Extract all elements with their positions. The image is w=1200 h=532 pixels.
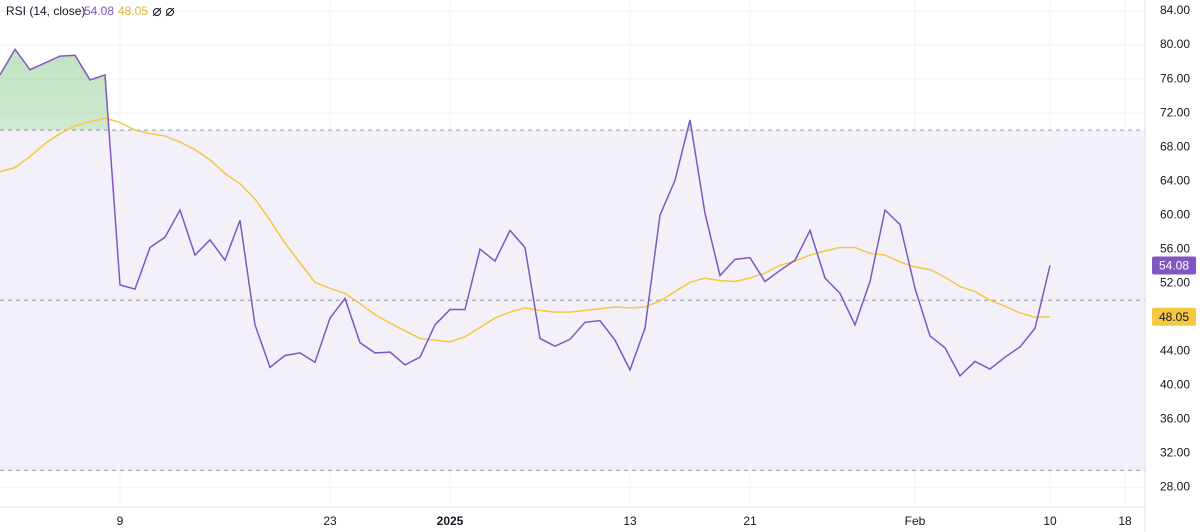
y-tick-label: 32.00 [1160, 445, 1190, 459]
y-tick-label: 52.00 [1160, 275, 1190, 289]
last-value-label: 54.08 [1159, 259, 1189, 273]
x-tick-label: Feb [905, 514, 926, 528]
y-tick-label: 72.00 [1160, 105, 1190, 119]
legend-title: RSI (14, close) [6, 4, 85, 18]
last-value-label: 48.05 [1159, 310, 1189, 324]
y-tick-label: 44.00 [1160, 343, 1190, 357]
legend-value: 48.05 [118, 4, 148, 18]
y-tick-label: 80.00 [1160, 37, 1190, 51]
y-tick-label: 68.00 [1160, 139, 1190, 153]
x-tick-label: 2025 [437, 514, 464, 528]
last-value-box [1152, 256, 1196, 275]
series-line [0, 117, 1051, 343]
y-tick-label: 28.00 [1160, 479, 1190, 493]
x-tick-label: 13 [623, 514, 637, 528]
legend: RSI (14, close) 54.08 48.05 [6, 4, 175, 18]
legend-value: 54.08 [84, 4, 114, 18]
x-tick-label: 10 [1043, 514, 1057, 528]
x-tick-label: 23 [323, 514, 337, 528]
last-value-box [1152, 307, 1196, 326]
hide-icon[interactable] [152, 7, 162, 17]
x-tick-label: 18 [1118, 514, 1132, 528]
y-tick-label: 56.00 [1160, 241, 1190, 255]
y-tick-label: 36.00 [1160, 411, 1190, 425]
x-tick-label: 21 [743, 514, 757, 528]
hide-icon[interactable] [165, 7, 175, 17]
y-tick-label: 64.00 [1160, 173, 1190, 187]
y-tick-label: 84.00 [1160, 3, 1190, 17]
y-tick-label: 60.00 [1160, 207, 1190, 221]
overbought-fill [0, 49, 1050, 131]
x-tick-label: 9 [117, 514, 124, 528]
series-line [0, 47, 1051, 378]
y-tick-label: 40.00 [1160, 377, 1190, 391]
y-tick-label: 76.00 [1160, 71, 1190, 85]
